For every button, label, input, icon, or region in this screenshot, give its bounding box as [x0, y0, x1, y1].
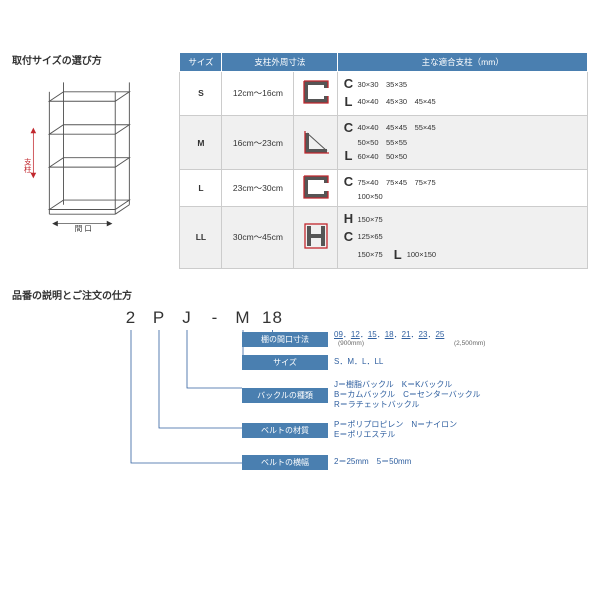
c-shape-icon — [301, 78, 331, 106]
decoder-field-value: 09．12．15．18．21．23．25(900mm)(2,500mm) — [334, 330, 485, 349]
c-shape-icon — [301, 173, 331, 201]
size-table: サイズ 支柱外周寸法 主な適合支柱（mm） S12cm～16cm C30×30 … — [179, 52, 588, 269]
span-value-link[interactable]: 23 — [419, 330, 428, 339]
code-seg-0: 2 — [122, 308, 140, 328]
decoder-field-value: J＝樹脂バックル K＝Kバックル B＝カムバックル C＝センターバックル R＝ラ… — [334, 380, 481, 411]
code-seg-2: J — [178, 308, 196, 328]
size-cell: L — [180, 170, 222, 207]
size-cell: M — [180, 115, 222, 170]
range-cell: 12cm～16cm — [222, 72, 294, 116]
code-seg-1: P — [150, 308, 168, 328]
span-value-link[interactable]: 25 — [435, 330, 444, 339]
shape-cell — [294, 72, 338, 116]
pillars-cell: C40×40 45×45 55×4550×50 55×55L60×40 50×5… — [338, 115, 588, 170]
range-cell: 30cm～45cm — [222, 206, 294, 268]
pillars-cell: H150×75C125×65150×75L100×150 — [338, 206, 588, 268]
size-row-m: M16cm～23cm C40×40 45×45 55×4550×50 55×55… — [180, 115, 588, 170]
span-value-link[interactable]: 21 — [402, 330, 411, 339]
shape-cell — [294, 115, 338, 170]
decoder-field-3: ベルトの材質 P＝ポリプロピレン N＝ナイロン E＝ポリエステル — [242, 420, 457, 441]
shelf-illustration-column: 取付サイズの選び方 支柱 — [12, 52, 171, 269]
size-table-header-size: サイズ — [180, 53, 222, 72]
shape-cell — [294, 206, 338, 268]
decoder-field-4: ベルトの横幅 2＝25mm 5＝50mm — [242, 455, 411, 470]
span-value-link[interactable]: 15 — [368, 330, 377, 339]
part-number-decoder: 2PJ-M 18 棚の間口寸法 09．12．15．18．21．23．25(900mm… — [122, 308, 588, 488]
size-selection-section: 取付サイズの選び方 支柱 — [12, 52, 588, 269]
pillars-cell: C75×40 75×45 75×75100×50 — [338, 170, 588, 207]
shape-cell — [294, 170, 338, 207]
part-number-title: 品番の説明とご注文の仕方 — [12, 287, 588, 302]
decoder-field-2: バックルの種類 J＝樹脂バックル K＝Kバックル B＝カムバックル C＝センターバ… — [242, 380, 481, 411]
size-selection-title: 取付サイズの選び方 — [12, 52, 171, 67]
decoder-field-label: ベルトの材質 — [242, 423, 328, 438]
h-shape-icon — [301, 222, 331, 250]
size-row-s: S12cm～16cm C30×30 35×35L40×40 45×30 45×4… — [180, 72, 588, 116]
code-seg-5: 18 — [262, 308, 283, 328]
size-table-header-range: 支柱外周寸法 — [222, 53, 338, 72]
size-row-l: L23cm～30cm C75×40 75×45 75×75100×50 — [180, 170, 588, 207]
size-cell: S — [180, 72, 222, 116]
decoder-field-value: S．M．L．LL — [334, 357, 383, 367]
span-value-link[interactable]: 18 — [385, 330, 394, 339]
part-number-section: 品番の説明とご注文の仕方 2PJ-M 18 棚の間口寸法 09．12．15．18．2… — [12, 287, 588, 488]
decoder-field-value: P＝ポリプロピレン N＝ナイロン E＝ポリエステル — [334, 420, 457, 441]
decoder-field-value: 2＝25mm 5＝50mm — [334, 457, 411, 467]
code-seg-4: M — [234, 308, 252, 328]
size-row-ll: LL30cm～45cm H150×75C125×65150×75L100×150 — [180, 206, 588, 268]
svg-text:間 口: 間 口 — [75, 224, 92, 233]
decoder-field-label: バックルの種類 — [242, 388, 328, 403]
decoder-field-label: 棚の間口寸法 — [242, 332, 328, 347]
span-value-link[interactable]: 12 — [351, 330, 360, 339]
shelf-diagram: 支柱 間 口 — [22, 73, 152, 233]
l-shape-icon — [301, 128, 331, 156]
part-number-code: 2PJ-M 18 — [122, 308, 283, 328]
code-seg-3: - — [206, 308, 224, 328]
decoder-field-1: サイズ S．M．L．LL — [242, 355, 383, 370]
decoder-field-label: サイズ — [242, 355, 328, 370]
decoder-field-0: 棚の間口寸法 09．12．15．18．21．23．25(900mm)(2,500m… — [242, 330, 485, 349]
size-cell: LL — [180, 206, 222, 268]
range-cell: 16cm～23cm — [222, 115, 294, 170]
range-cell: 23cm～30cm — [222, 170, 294, 207]
pillars-cell: C30×30 35×35L40×40 45×30 45×45 — [338, 72, 588, 116]
svg-text:支柱: 支柱 — [23, 156, 32, 174]
span-value-link[interactable]: 09 — [334, 330, 343, 339]
decoder-field-label: ベルトの横幅 — [242, 455, 328, 470]
size-table-header-pillars: 主な適合支柱（mm） — [338, 53, 588, 72]
